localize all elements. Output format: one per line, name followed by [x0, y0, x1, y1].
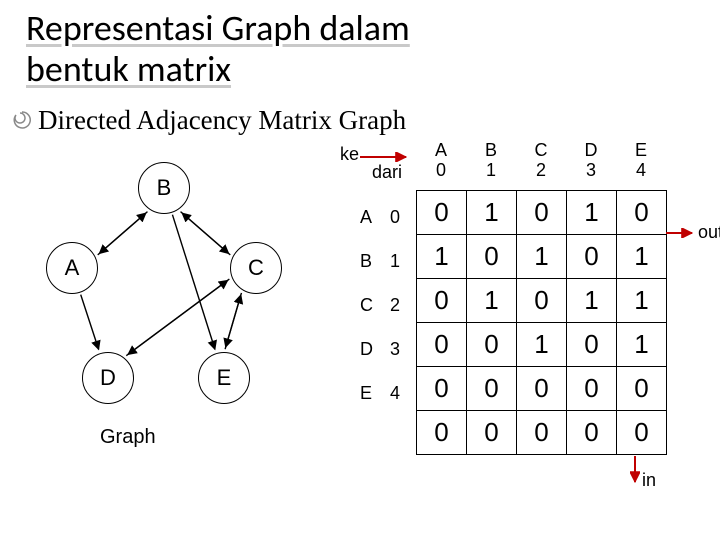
matrix-cell: 1: [617, 278, 667, 322]
matrix-cell: 0: [417, 322, 467, 366]
row-header: D3: [360, 328, 400, 372]
matrix-cell: 0: [567, 366, 617, 410]
swirl-bullet-icon: [12, 110, 32, 130]
row-header: E4: [360, 372, 400, 416]
col-header: C2: [516, 140, 566, 181]
matrix-cell: 0: [517, 278, 567, 322]
matrix-cell: 0: [467, 234, 517, 278]
in-label: in: [642, 470, 656, 491]
graph-edge: [99, 211, 147, 253]
in-arrow-icon: [630, 456, 640, 486]
matrix-cell: 0: [467, 366, 517, 410]
slide-title: Representasi Graph dalam bentuk matrix: [0, 0, 720, 91]
matrix-cell: 1: [417, 234, 467, 278]
col-header: D3: [566, 140, 616, 181]
table-row: 00101: [417, 322, 667, 366]
matrix-cell: 1: [467, 278, 517, 322]
matrix-cell: 1: [567, 278, 617, 322]
matrix-cell: 0: [517, 190, 567, 234]
graph-edge: [182, 213, 230, 255]
matrix-cell: 0: [567, 322, 617, 366]
table-row: 10101: [417, 234, 667, 278]
title-line-1: Representasi Graph dalam: [26, 6, 410, 50]
matrix-cell: 0: [517, 410, 567, 454]
content-area: ABCDE Graph ke dari A0B1C2D3E4 A0B1C2D3E…: [0, 136, 720, 516]
dari-label: dari: [372, 162, 402, 183]
graph-node-c: C: [230, 242, 282, 294]
matrix-cell: 0: [517, 366, 567, 410]
ke-arrow-icon: [360, 152, 410, 162]
table-row: 00000: [417, 366, 667, 410]
col-header: B1: [466, 140, 516, 181]
out-arrow-icon: [666, 228, 696, 238]
matrix-cell: 0: [567, 410, 617, 454]
matrix-cell: 0: [617, 410, 667, 454]
ke-label: ke: [340, 144, 359, 165]
matrix-cell: 0: [417, 190, 467, 234]
matrix-cell: 0: [417, 366, 467, 410]
col-header: A0: [416, 140, 466, 181]
matrix-cell: 0: [467, 410, 517, 454]
column-headers: A0B1C2D3E4: [416, 140, 666, 181]
col-header: E4: [616, 140, 666, 181]
row-header: A0: [360, 196, 400, 240]
table-row: 01010: [417, 190, 667, 234]
row-headers: A0B1C2D3E4: [360, 196, 400, 416]
matrix-cell: 1: [617, 322, 667, 366]
matrix-cell: 1: [467, 190, 517, 234]
matrix-cell: 0: [617, 190, 667, 234]
matrix-cell: 0: [567, 234, 617, 278]
row-header: B1: [360, 240, 400, 284]
subtitle-row: Directed Adjacency Matrix Graph: [0, 91, 720, 136]
graph-node-a: A: [46, 242, 98, 294]
matrix-cell: 1: [567, 190, 617, 234]
row-header: C2: [360, 284, 400, 328]
out-label: out: [698, 222, 720, 243]
graph-edge: [225, 295, 241, 349]
graph-node-e: E: [198, 352, 250, 404]
subtitle-text: Directed Adjacency Matrix Graph: [38, 105, 406, 136]
graph-edge: [126, 280, 227, 355]
graph-edge: [81, 294, 99, 349]
table-row: 01011: [417, 278, 667, 322]
table-row: 00000: [417, 410, 667, 454]
matrix-cell: 1: [517, 322, 567, 366]
graph-caption: Graph: [100, 426, 156, 449]
graph-node-d: D: [82, 352, 134, 404]
matrix-cell: 0: [417, 410, 467, 454]
matrix-cell: 1: [617, 234, 667, 278]
matrix-cell: 0: [417, 278, 467, 322]
graph-diagram: ABC D E Graph: [20, 146, 320, 486]
adjacency-matrix-table: 010101010101011001010000000000: [416, 190, 667, 455]
title-line-2: bentuk matrix: [26, 47, 231, 91]
graph-node-b: B: [138, 162, 190, 214]
graph-edge: [172, 214, 215, 349]
matrix-cell: 0: [467, 322, 517, 366]
matrix-cell: 1: [517, 234, 567, 278]
matrix-cell: 0: [617, 366, 667, 410]
